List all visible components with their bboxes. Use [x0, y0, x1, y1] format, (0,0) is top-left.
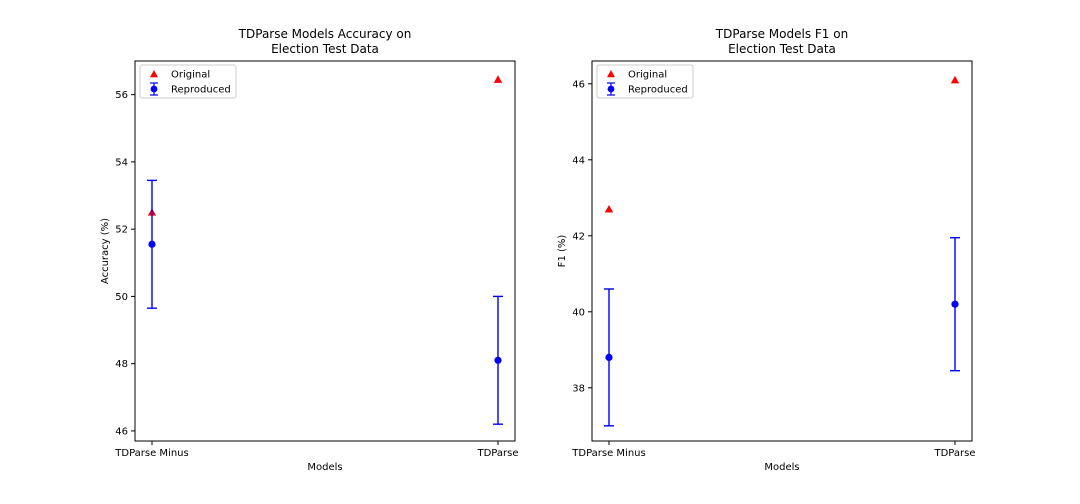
- y-tick-label: 52: [115, 225, 128, 236]
- y-tick-label: 44: [572, 155, 585, 166]
- y-tick-label: 54: [115, 157, 128, 168]
- chart-2: TDParse Models F1 on Election Test Data 38…: [557, 27, 976, 473]
- x-axis-label: Models: [307, 462, 342, 473]
- plot-frame: [591, 60, 973, 442]
- y-axis-label: F1 (%): [557, 235, 568, 268]
- reproduced-point: [951, 300, 959, 308]
- legend-box: [596, 64, 694, 99]
- original-point: [493, 75, 503, 83]
- chart-title-line: Election Test Data: [271, 42, 379, 56]
- legend-marker-original: [607, 70, 615, 78]
- original-point: [604, 205, 614, 213]
- original-point: [950, 75, 960, 84]
- legend-label: Original: [628, 70, 667, 81]
- y-tick-label: 40: [572, 307, 585, 318]
- reproduced-point: [605, 353, 613, 361]
- y-tick-label: 42: [572, 231, 585, 242]
- chart-title: TDParse Models F1 on Election Test Data: [715, 27, 848, 56]
- x-tick-label: TDParse Minus: [571, 448, 645, 459]
- y-tick-label: 46: [572, 79, 585, 90]
- legend-marker-reproduced: [607, 85, 615, 93]
- reproduced-point: [148, 240, 156, 248]
- plot-frame: [134, 60, 516, 442]
- chart-title: TDParse Models Accuracy on Election Test …: [238, 27, 412, 56]
- legend-marker-reproduced: [150, 85, 158, 93]
- legend-label: Reproduced: [171, 85, 231, 96]
- y-tick-label: 38: [572, 383, 585, 394]
- y-tick-label: 48: [115, 359, 128, 370]
- chart-title-line: TDParse Models F1 on: [715, 27, 848, 41]
- y-tick-label: 56: [115, 90, 128, 101]
- legend-box: [139, 64, 237, 99]
- x-axis-label: Models: [764, 462, 799, 473]
- legend-marker-original: [150, 70, 158, 78]
- chart-1: TDParse Models Accuracy on Election Test …: [100, 27, 519, 473]
- legend-label: Reproduced: [628, 85, 688, 96]
- chart-title-line: TDParse Models Accuracy on: [238, 27, 412, 41]
- y-tick-label: 50: [115, 292, 128, 303]
- chart-title-line: Election Test Data: [728, 42, 836, 56]
- x-tick-label: TDParse: [477, 448, 519, 459]
- x-tick-label: TDParse: [934, 448, 976, 459]
- reproduced-point: [494, 356, 502, 364]
- y-tick-label: 46: [115, 426, 128, 437]
- y-axis-label: Accuracy (%): [100, 218, 111, 284]
- legend-label: Original: [171, 70, 210, 81]
- x-tick-label: TDParse Minus: [114, 448, 188, 459]
